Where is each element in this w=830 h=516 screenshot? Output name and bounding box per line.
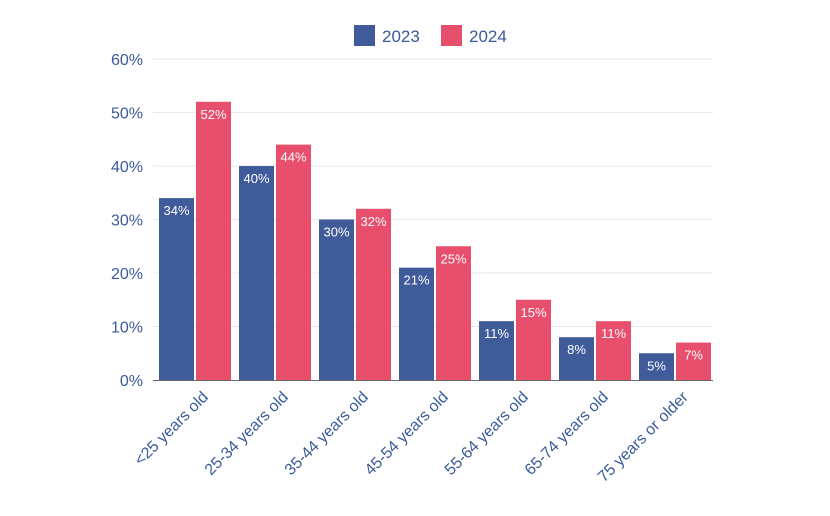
data-labels: 34% 52% 40% 44% 30% 32% 21% 25% 11% 15% 8% 11% 5% 7% bbox=[163, 107, 703, 373]
data-label: 44% bbox=[280, 150, 306, 165]
data-label: 8% bbox=[567, 342, 586, 357]
legend-item-2023[interactable]: 2023 bbox=[354, 25, 420, 46]
x-tick-label: 65-74 years old bbox=[522, 389, 612, 479]
data-label: 40% bbox=[243, 171, 269, 186]
bar-2023-0[interactable] bbox=[159, 198, 194, 380]
bar-2024-4[interactable] bbox=[516, 299, 551, 380]
bars bbox=[159, 101, 711, 381]
bar-2024-2[interactable] bbox=[356, 208, 391, 380]
data-label: 34% bbox=[163, 203, 189, 218]
bar-2024-6[interactable] bbox=[676, 342, 711, 380]
legend[interactable]: 2023 2024 bbox=[354, 25, 507, 46]
bar-2023-3[interactable] bbox=[399, 267, 434, 380]
y-tick-label: 10% bbox=[111, 320, 143, 337]
legend-swatch bbox=[354, 25, 375, 46]
bar-2023-2[interactable] bbox=[319, 219, 354, 381]
x-tick-label: 25-34 years old bbox=[202, 389, 292, 479]
x-tick-label: 55-64 years old bbox=[442, 389, 532, 479]
data-label: 11% bbox=[484, 326, 509, 341]
y-tick-label: 50% bbox=[111, 106, 143, 123]
data-label: 5% bbox=[647, 358, 666, 373]
data-label: 11% bbox=[601, 326, 626, 341]
data-label: 32% bbox=[360, 214, 386, 229]
x-tick-label: 45-54 years old bbox=[362, 389, 452, 479]
y-tick-label: 60% bbox=[111, 52, 143, 69]
bar-2023-5[interactable] bbox=[559, 337, 594, 380]
bar-2023-6[interactable] bbox=[639, 353, 674, 380]
x-tick-label: <25 years old bbox=[132, 389, 212, 469]
bar-2024-1[interactable] bbox=[276, 144, 311, 380]
bar-2023-1[interactable] bbox=[239, 166, 274, 380]
legend-label: 2023 bbox=[382, 27, 420, 46]
y-tick-label: 30% bbox=[111, 213, 143, 230]
data-label: 7% bbox=[684, 348, 703, 363]
y-tick-label: 0% bbox=[120, 373, 143, 390]
bar-2024-0[interactable] bbox=[196, 101, 231, 381]
legend-label: 2024 bbox=[469, 27, 507, 46]
data-label: 21% bbox=[403, 273, 429, 288]
x-tick-label: 35-44 years old bbox=[282, 389, 372, 479]
y-axis: 0% 10% 20% 30% 40% 50% 60% bbox=[111, 52, 143, 390]
y-tick-label: 40% bbox=[111, 159, 143, 176]
data-label: 52% bbox=[200, 107, 226, 122]
data-label: 15% bbox=[520, 305, 546, 320]
legend-swatch bbox=[441, 25, 462, 46]
legend-item-2024[interactable]: 2024 bbox=[441, 25, 507, 46]
data-label: 30% bbox=[323, 225, 349, 240]
y-tick-label: 20% bbox=[111, 266, 143, 283]
bar-2023-4[interactable] bbox=[479, 321, 514, 380]
bar-2024-3[interactable] bbox=[436, 246, 471, 380]
data-label: 25% bbox=[440, 251, 466, 266]
bar-2024-5[interactable] bbox=[596, 321, 631, 380]
